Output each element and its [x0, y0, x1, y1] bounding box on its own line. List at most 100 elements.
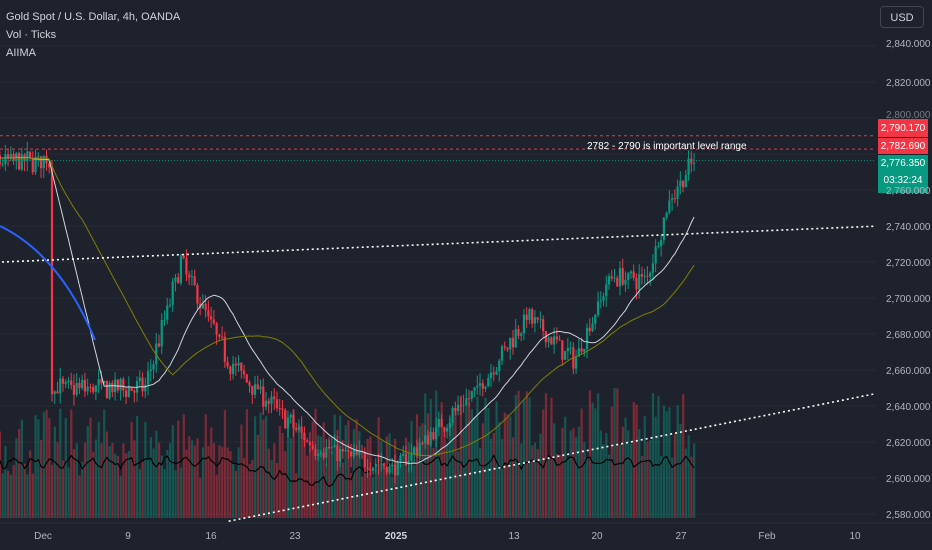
- candle-body: [610, 276, 613, 279]
- volume-bar: [473, 417, 476, 518]
- candle-body: [292, 415, 295, 429]
- candle-body: [295, 428, 298, 430]
- candle-body: [185, 258, 188, 275]
- volume-bar: [215, 474, 218, 518]
- volume-bar: [528, 397, 531, 518]
- volume-bar: [97, 421, 100, 518]
- volume-bar: [59, 408, 62, 518]
- volume-bar: [94, 439, 98, 518]
- candle-body: [358, 451, 361, 456]
- volume-indicator-label[interactable]: Vol · Ticks: [6, 29, 57, 41]
- level-low-tag: [878, 138, 928, 154]
- volume-bar: [525, 391, 528, 518]
- volume-bar: [503, 412, 506, 518]
- candle-body: [366, 467, 369, 469]
- volume-bar: [111, 443, 114, 518]
- candle-body: [325, 447, 328, 458]
- candle-body: [415, 447, 419, 456]
- candle-body: [119, 379, 122, 391]
- volume-bar: [122, 443, 125, 518]
- volume-bar: [336, 429, 339, 518]
- volume-bar: [607, 454, 611, 518]
- volume-bar: [649, 440, 652, 518]
- candle-body: [569, 347, 572, 349]
- candle-body: [520, 333, 523, 336]
- volume-bar: [284, 451, 287, 518]
- candle-body: [133, 390, 136, 393]
- candle-body: [221, 336, 224, 338]
- candle-body: [81, 379, 84, 389]
- candle-body: [410, 453, 413, 461]
- candle-body: [459, 404, 462, 406]
- candle-body: [503, 346, 506, 348]
- candle-body: [687, 158, 690, 176]
- volume-bar: [127, 451, 131, 518]
- volume-bar: [262, 419, 265, 518]
- volume-bar: [673, 434, 677, 518]
- candle-body: [555, 336, 558, 340]
- candle-body: [547, 337, 550, 343]
- volume-bar: [432, 447, 435, 518]
- y-tick-label: 2,640.000: [886, 402, 931, 413]
- volume-bar: [402, 452, 405, 518]
- volume-bar: [618, 444, 622, 518]
- candle-body: [103, 381, 106, 384]
- x-tick-label: 27: [675, 531, 687, 542]
- x-tick-label: 2025: [384, 531, 408, 542]
- candle-body: [111, 382, 114, 393]
- volume-bar: [179, 467, 183, 518]
- level-annotation[interactable]: 2782 - 2790 is important level range: [587, 141, 747, 152]
- candle-body: [542, 319, 545, 332]
- candle-body: [382, 463, 386, 467]
- candle-body: [308, 441, 312, 446]
- candle-body: [322, 452, 325, 458]
- candle-body: [476, 385, 479, 388]
- aiima-indicator-label[interactable]: AIIMA: [6, 47, 36, 59]
- volume-bar: [29, 450, 32, 518]
- candle-body: [306, 440, 309, 442]
- candle-body: [328, 447, 331, 449]
- candle-body: [1, 163, 4, 165]
- candle-body: [284, 410, 287, 429]
- candle-body: [39, 156, 43, 169]
- volume-bar: [163, 469, 166, 518]
- volume-bar: [627, 430, 630, 518]
- volume-bar: [385, 436, 388, 518]
- volume-bar: [640, 455, 644, 518]
- candle-body: [577, 348, 580, 357]
- candle-body: [281, 408, 284, 411]
- volume-bar: [597, 393, 600, 518]
- currency-button[interactable]: USD: [880, 6, 924, 28]
- y-tick-label: 2,580.000: [886, 510, 931, 521]
- candle-body: [4, 154, 7, 164]
- volume-bar: [147, 459, 150, 518]
- volume-bar: [64, 418, 67, 518]
- volume-bar: [462, 430, 465, 518]
- volume-bar: [12, 465, 15, 518]
- volume-bar: [160, 455, 163, 518]
- candle-body: [273, 396, 276, 400]
- candle-body: [473, 387, 476, 391]
- candle-body: [336, 444, 339, 462]
- oscillator-line: [0, 454, 695, 487]
- x-tick-label: 16: [205, 531, 217, 542]
- volume-bar: [70, 409, 73, 518]
- volume-bar: [440, 402, 443, 518]
- volume-bar: [671, 457, 674, 518]
- volume-bar: [108, 446, 111, 518]
- candle-body: [599, 300, 602, 302]
- volume-bar: [437, 450, 441, 518]
- candle-body: [300, 426, 303, 433]
- candle-body: [259, 386, 262, 390]
- candle-body: [432, 432, 435, 440]
- volume-bar: [248, 463, 251, 518]
- volume-bar: [569, 430, 572, 518]
- volume-bar: [448, 418, 452, 518]
- y-tick-label: 2,840.000: [886, 39, 931, 50]
- volume-bar: [83, 442, 87, 518]
- y-tick-label: 2,740.000: [886, 222, 931, 233]
- symbol-title[interactable]: Gold Spot / U.S. Dollar, 4h, OANDA: [6, 11, 181, 23]
- volume-bar: [586, 457, 589, 518]
- candle-body: [385, 466, 388, 473]
